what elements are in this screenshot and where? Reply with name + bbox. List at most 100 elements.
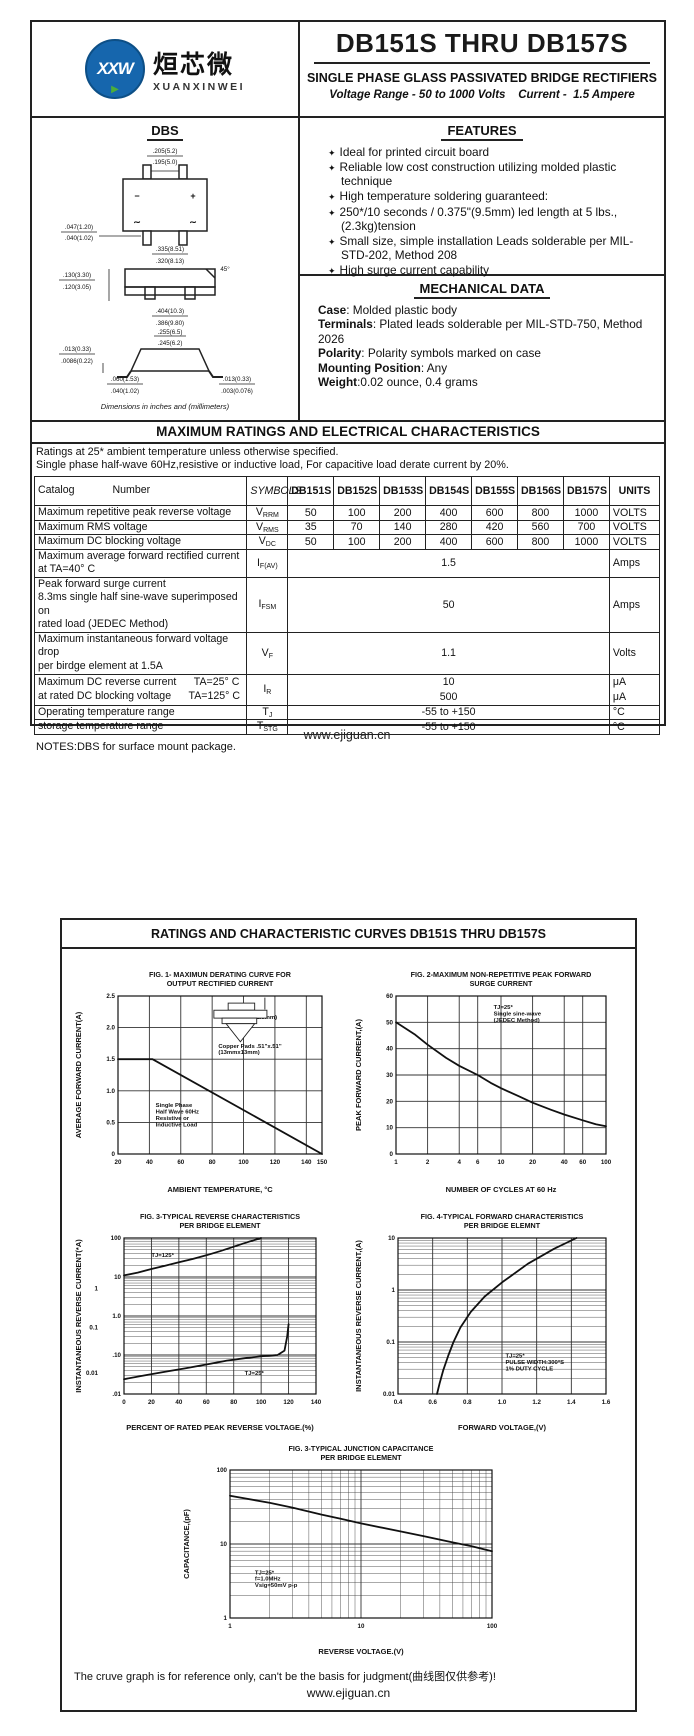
svg-text:Half Wave 60Hz: Half Wave 60Hz [156,1110,199,1116]
svg-text:FORWARD VOLTAGE,(V): FORWARD VOLTAGE,(V) [458,1423,546,1432]
svg-text:20: 20 [386,1098,393,1105]
feature-item: ✦ Reliable low cost construction utilizin… [328,160,617,189]
value-cell: 100 [333,504,381,521]
row-label: Maximum average forward rectified curren… [33,548,248,578]
reference-footnote: The cruve graph is for reference only, c… [74,1671,496,1683]
mechanical-line: Weight:0.02 ounce, 0.4 grams [318,374,478,389]
unit-cell: Amps [608,548,661,578]
unit-cell: μA μA [608,673,661,706]
fig3-reverse-chart: 0 20 40 60 80 100 120 140 100 10 1.0 .10 .01 1 0.1 0.01… [70,1208,338,1441]
svg-text:(JEDEC Method): (JEDEC Method) [494,1018,540,1024]
svg-text:20: 20 [529,1159,536,1166]
svg-text:0: 0 [390,1151,394,1158]
svg-text:80: 80 [209,1159,216,1166]
svg-text:FIG. 3-TYPICAL JUNCTION CAPACI: FIG. 3-TYPICAL JUNCTION CAPACITANCE [289,1444,434,1453]
svg-text:Vsig=50mV p-p: Vsig=50mV p-p [255,1583,298,1589]
package-drawing-cell: DBS [32,118,300,420]
bullet-icon: ✦ [328,163,336,174]
svg-text:140: 140 [301,1159,312,1166]
feature-item: ✦ Ideal for printed circuit board [328,145,490,159]
svg-text:1.0: 1.0 [498,1399,507,1406]
table-header-row: Catalog Number SYMBOLS DB151S DB152S DB153S DB… [33,475,661,506]
bullet-icon: ✦ [328,207,336,218]
value-cell: 200 [379,534,427,550]
svg-text:Inductive Load: Inductive Load [156,1122,198,1128]
ratings-table-body: Catalog Number SYMBOLS DB151S DB152S DB153S DB… [33,475,661,735]
row-label: Maximum DC reverse current TA=25° C at r… [33,673,248,706]
dim-bot-w-top: .404(10.3) [156,308,184,315]
svg-text:40: 40 [386,1046,393,1053]
value-cell-span: 50 [287,576,610,633]
svg-text:1% DUTY CYCLE: 1% DUTY CYCLE [505,1366,553,1372]
svg-text:0.1: 0.1 [89,1325,98,1332]
dim-lead-w-bot: .040(1.02) [65,235,93,242]
website-footer-2: www.ejiguan.cn [306,1686,391,1700]
svg-text:0.8: 0.8 [463,1399,472,1406]
mechanical-title: MECHANICAL DATA [413,281,551,299]
range-line: Voltage Range - 50 to 1000 Volts Current… [329,89,635,101]
brand-cn: 烜芯微 [152,51,234,79]
logo-icon: XXW ▶ [84,39,145,99]
unit-cell: VOLTS [608,534,661,550]
bullet-icon: ✦ [328,236,336,247]
ratings-note-1: Ratings at 25* ambient temperature unles… [36,446,339,458]
unit-cell: °C [608,719,661,735]
device-header: DB155S [471,475,519,506]
value-cell: 400 [425,534,473,550]
value-cell: 1000 [562,504,610,521]
device-header: DB151S [287,475,335,506]
svg-text:TJ=25*: TJ=25* [494,1005,514,1011]
value-cell-span: 10 500 [287,673,610,706]
svg-text:50: 50 [386,1019,393,1026]
value-cell-span: 1.1 [287,631,610,675]
svg-text:60: 60 [579,1159,586,1166]
table-notes: NOTES:DBS for surface mount package. [36,740,236,753]
page2-box: RATINGS AND CHARACTERISTIC CURVES DB151S… [60,918,637,1712]
svg-text:OUTPUT RECTIFIED CURRENT: OUTPUT RECTIFIED CURRENT [167,979,274,988]
svg-text:AMBIENT TEMPERATURE, °C: AMBIENT TEMPERATURE, °C [167,1185,273,1194]
svg-text:1.5: 1.5 [106,1056,115,1063]
svg-text:150: 150 [317,1159,328,1166]
value-cell: 400 [425,504,473,521]
svg-text:30: 30 [386,1072,393,1079]
ratings-notes: Ratings at 25* ambient temperature unles… [32,444,664,475]
feature-item: ✦ Small size, simple installation Leads s… [328,233,634,263]
value-cell: 600 [471,534,519,550]
svg-text:10: 10 [220,1541,227,1548]
svg-text:100: 100 [217,1467,228,1474]
svg-text:0.1: 0.1 [386,1339,395,1346]
header: XXW ▶ 烜芯微 XUANXINWEI DB151S THRU DB157S … [32,22,664,118]
dim-top-w-top: .205(5.2) [153,148,178,155]
value-cell: 200 [379,504,427,521]
mechanical-line: Polarity: Polarity symbols marked on cas… [318,346,541,361]
fig5-capacitance-chart: 1 10 100 100 10 1 FIG. 3-TYPICAL JUNCTION CAPA… [178,1440,508,1665]
page-subtitle: SINGLE PHASE GLASS PASSIVATED BRIDGE REC… [306,71,658,85]
svg-text:PER BRIDGE ELEMNT: PER BRIDGE ELEMNT [464,1221,541,1230]
features-section: FEATURES ✦ Ideal for printed circuit boar… [300,118,664,277]
svg-text:TJ=25*: TJ=25* [505,1354,525,1360]
svg-text:4: 4 [457,1159,461,1166]
mechanical-line: Terminals: Plated leads solderable per M… [318,317,643,346]
logo-monogram: XXW [97,59,134,78]
table-row: Maximum instantaneous forward voltage dr… [33,631,661,675]
svg-text:PULSE WIDTH:300*S: PULSE WIDTH:300*S [505,1360,564,1366]
table-row: Maximum DC blocking voltage VDC 50 100 200 40… [33,534,661,550]
page1-box: XXW ▶ 烜芯微 XUANXINWEI DB151S THRU DB157S … [30,20,666,753]
svg-text:80: 80 [230,1399,237,1406]
row-label: Maximum DC blocking voltage [33,534,248,550]
dim-standoff-bot: .0086(0.22) [61,358,93,365]
dim-bot-inner-bot: .245(6.2) [158,340,183,347]
logo-text: 烜芯微 XUANXINWEI [153,45,245,93]
svg-text:10: 10 [358,1623,365,1630]
value-cell: 560 [517,519,564,536]
svg-text:100: 100 [111,1235,122,1242]
svg-text:TJ=125*: TJ=125* [151,1253,174,1259]
value-cell: 800 [517,534,564,550]
mechanical-lines: Case: Molded plastic body Terminals: Plat… [318,303,654,389]
table-row: Operating temperature range TJ -55 to +150… [33,704,661,721]
svg-text:60: 60 [203,1399,210,1406]
svg-text:PER BRIDGE ELEMENT: PER BRIDGE ELEMENT [320,1453,402,1462]
svg-text:AVERAGE FORWARD CURRENT(A): AVERAGE FORWARD CURRENT(A) [74,1011,83,1138]
svg-text:10: 10 [498,1159,505,1166]
